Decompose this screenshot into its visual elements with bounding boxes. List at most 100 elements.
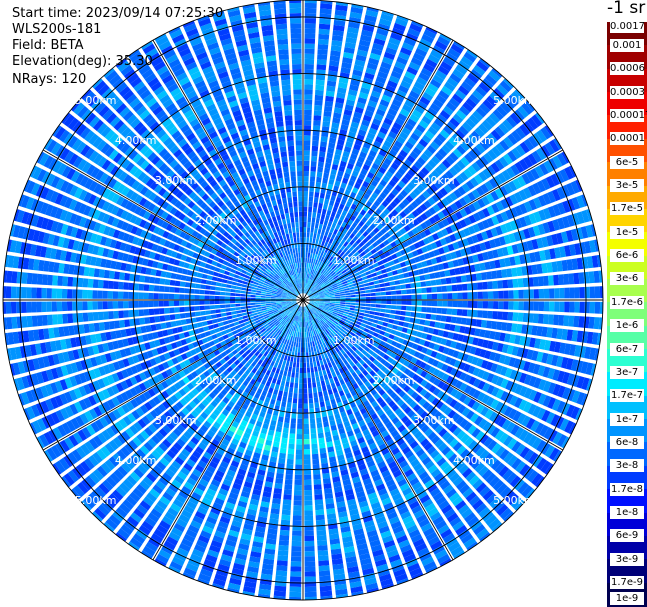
ray-bin	[172, 498, 184, 509]
ray-bin	[428, 216, 437, 225]
ray-bin	[162, 329, 169, 337]
ray-bin	[264, 481, 273, 488]
ray-bin	[430, 279, 437, 286]
ray-bin	[279, 534, 290, 541]
ray-bin	[393, 258, 400, 265]
ray-bin	[214, 327, 221, 333]
ray-bin	[329, 331, 335, 337]
ray-bin	[445, 434, 455, 445]
ray-bin	[437, 221, 445, 230]
ray-bin	[513, 301, 519, 310]
ray-bin	[325, 193, 331, 200]
ray-bin	[409, 477, 420, 487]
ray-bin	[363, 267, 370, 272]
ray-bin	[493, 353, 502, 363]
ray-bin	[270, 451, 278, 458]
ray-bin	[255, 370, 261, 377]
ray-bin	[366, 171, 375, 179]
ray-bin	[519, 254, 526, 265]
ray-bin	[273, 326, 278, 332]
ray-bin	[276, 565, 288, 572]
ray-bin	[104, 459, 116, 471]
ray-bin	[422, 190, 431, 199]
ray-bin	[495, 143, 506, 155]
ray-bin	[377, 260, 384, 266]
ray-bin	[318, 261, 323, 267]
ray-bin	[530, 420, 540, 432]
ray-bin	[394, 315, 401, 320]
ray-bin	[256, 388, 263, 395]
ray-bin	[331, 553, 343, 560]
ray-bin	[311, 320, 314, 326]
ray-bin	[280, 519, 291, 526]
ray-bin	[329, 270, 335, 275]
ray-bin	[304, 7, 317, 14]
ray-bin	[506, 167, 516, 179]
ray-bin	[342, 228, 348, 235]
ray-bin	[293, 510, 302, 516]
ray-bin	[286, 311, 291, 316]
ray-bin	[424, 428, 434, 437]
ray-bin	[348, 260, 354, 266]
ray-bin	[347, 314, 353, 319]
ray-bin	[284, 365, 289, 372]
ray-bin	[395, 310, 401, 315]
ray-bin	[532, 225, 541, 237]
ray-bin	[309, 357, 313, 363]
ray-bin	[490, 227, 499, 237]
ray-bin	[311, 145, 319, 152]
ray-bin	[184, 444, 194, 454]
ray-bin	[421, 475, 432, 485]
ray-bin	[422, 326, 430, 333]
ray-bin	[327, 373, 333, 379]
ray-bin	[360, 306, 366, 310]
ray-bin	[225, 392, 233, 400]
ray-bin	[396, 300, 402, 305]
ray-bin	[581, 393, 588, 406]
ray-bin	[339, 214, 345, 222]
ray-bin	[421, 306, 427, 313]
ray-bin	[491, 68, 503, 78]
ray-bin	[153, 528, 166, 539]
ray-bin	[374, 113, 384, 122]
ray-bin	[486, 165, 496, 176]
ray-bin	[395, 378, 403, 386]
ray-bin	[200, 411, 209, 420]
ray-bin	[305, 247, 309, 253]
ray-bin	[362, 340, 369, 346]
ray-bin	[126, 516, 139, 528]
ray-bin	[114, 421, 124, 432]
ray-bin	[251, 354, 257, 361]
ray-bin	[303, 288, 305, 294]
ray-bin	[586, 331, 594, 344]
ray-bin	[393, 140, 403, 149]
ray-bin	[307, 310, 311, 316]
ray-bin	[523, 432, 534, 444]
ray-bin	[117, 339, 124, 349]
ray-bin	[576, 375, 585, 389]
ray-bin	[200, 530, 212, 539]
ray-bin	[331, 239, 337, 246]
ray-bin	[410, 391, 419, 400]
ray-bin	[434, 40, 448, 51]
ray-bin	[290, 418, 297, 424]
ray-bin	[237, 316, 244, 321]
ray-bin	[312, 306, 318, 310]
ray-bin	[366, 132, 376, 140]
ray-bin	[349, 175, 357, 182]
ray-bin	[459, 171, 469, 182]
ray-bin	[550, 173, 560, 186]
ray-bin	[359, 441, 368, 449]
ray-bin	[370, 90, 381, 99]
ray-bin	[461, 508, 473, 519]
ray-bin	[510, 424, 520, 436]
ray-bin	[350, 305, 356, 308]
ray-bin	[528, 199, 538, 211]
ray-bin	[370, 335, 377, 342]
ray-bin	[331, 314, 337, 319]
ray-bin	[436, 230, 444, 239]
ray-bin	[290, 341, 294, 347]
ray-bin	[468, 495, 481, 507]
ray-bin	[221, 438, 230, 447]
ray-bin	[70, 417, 81, 430]
